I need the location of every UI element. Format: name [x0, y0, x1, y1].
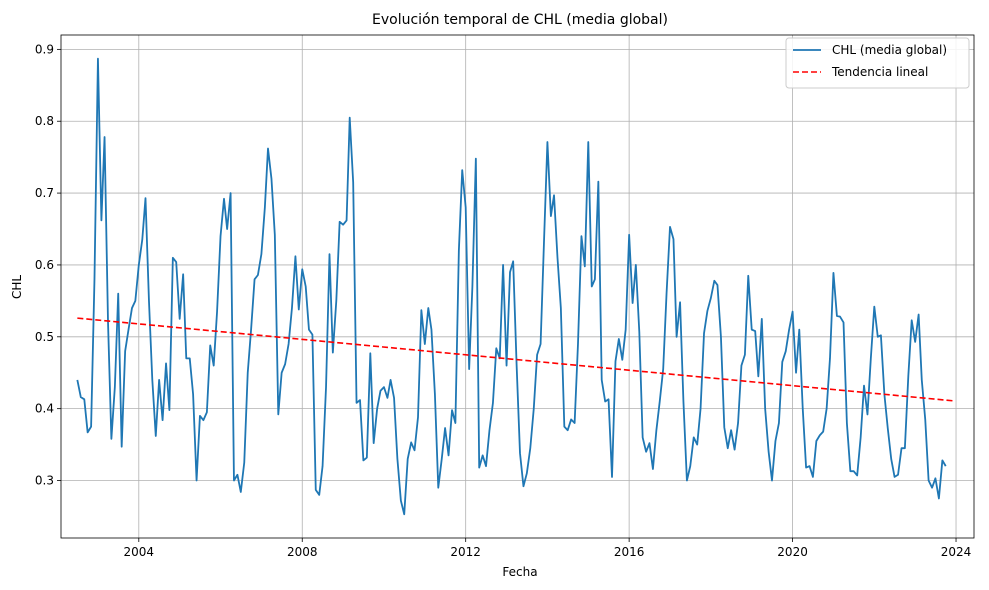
x-tick-label: 2008	[287, 545, 318, 559]
legend-label-chl: CHL (media global)	[832, 43, 947, 57]
y-tick-label: 0.7	[35, 186, 54, 200]
x-tick-label: 2024	[941, 545, 972, 559]
legend: CHL (media global) Tendencia lineal	[785, 37, 970, 89]
chl-series-line	[76, 57, 947, 516]
x-axis-label: Fecha	[502, 565, 537, 579]
x-tick-label: 2016	[614, 545, 645, 559]
y-tick-label: 0.3	[35, 474, 54, 488]
legend-box	[785, 37, 970, 89]
y-axis-label: CHL	[10, 275, 24, 299]
axes: 2004 2008 2012 2016 2020 2024 0.3 0.4 0.5 0.6 0.7 0…	[35, 34, 975, 559]
series-layer	[76, 57, 953, 516]
trend-line	[77, 317, 953, 402]
y-tick-label: 0.4	[35, 402, 54, 416]
x-tick-label: 2012	[450, 545, 481, 559]
y-tick-label: 0.6	[35, 258, 54, 272]
y-tick-label: 0.9	[35, 42, 54, 56]
plot-frame	[60, 34, 975, 539]
y-tick-label: 0.5	[35, 330, 54, 344]
x-tick-label: 2020	[777, 545, 808, 559]
y-tick-label: 0.8	[35, 114, 54, 128]
x-tick-label: 2004	[124, 545, 155, 559]
chart-title: Evolución temporal de CHL (media global)	[372, 12, 668, 28]
legend-label-trend: Tendencia lineal	[831, 65, 928, 79]
